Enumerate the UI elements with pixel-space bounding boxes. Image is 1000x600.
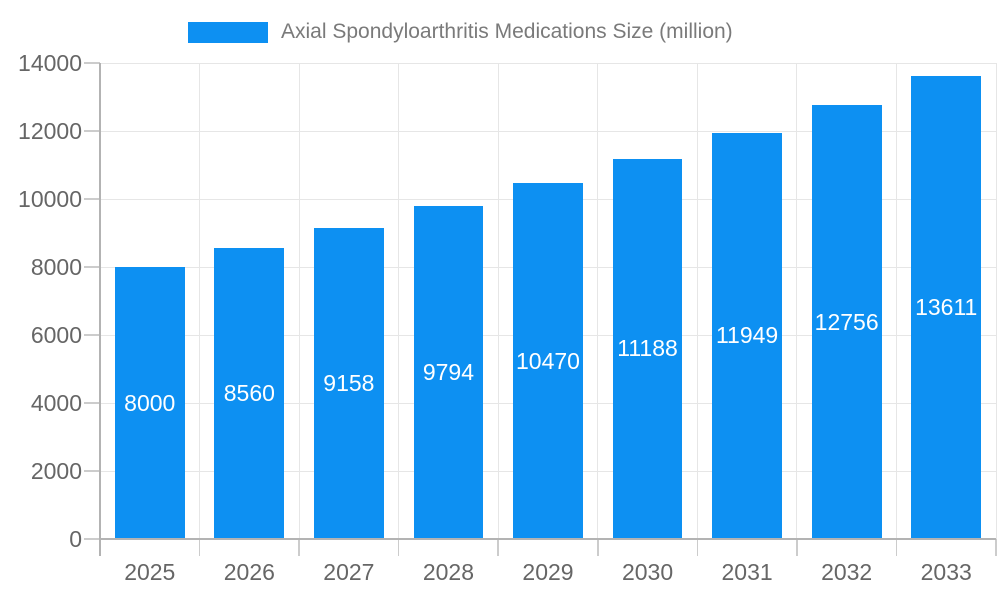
x-gridline xyxy=(199,63,201,539)
x-axis-tick-label: 2025 xyxy=(124,559,176,585)
bar[interactable]: 9158 xyxy=(314,227,384,539)
bar[interactable]: 13611 xyxy=(911,76,982,539)
y-axis-tick xyxy=(84,334,100,336)
x-axis-tick xyxy=(895,539,898,556)
x-axis-tick-label: 2027 xyxy=(323,559,375,585)
y-axis-tick-label: 10000 xyxy=(18,186,82,212)
x-axis-tick xyxy=(298,539,300,556)
y-gridline xyxy=(100,62,996,64)
x-axis-tick-label: 2030 xyxy=(621,559,674,585)
x-axis-tick xyxy=(397,539,400,556)
bar-value-label: 10470 xyxy=(516,347,580,374)
x-gridline xyxy=(895,63,897,539)
y-axis-tick xyxy=(84,470,100,472)
x-axis-tick xyxy=(995,539,997,556)
legend-swatch xyxy=(188,21,268,43)
x-axis-tick xyxy=(796,539,798,556)
bar[interactable]: 11188 xyxy=(612,158,683,539)
bar-value-label: 8560 xyxy=(223,379,275,406)
x-gridline xyxy=(597,63,599,539)
y-axis-tick xyxy=(84,538,100,540)
x-axis-tick xyxy=(198,539,201,556)
y-axis-tick xyxy=(84,402,100,404)
bar[interactable]: 12756 xyxy=(811,105,882,539)
y-axis-tick-label: 2000 xyxy=(30,458,82,484)
y-axis-tick-label: 12000 xyxy=(18,118,82,144)
x-axis-tick-label: 2028 xyxy=(422,559,475,585)
x-axis-tick-label: 2026 xyxy=(223,559,275,585)
bar-value-label: 8000 xyxy=(124,389,176,416)
x-axis-tick xyxy=(597,539,599,556)
bar[interactable]: 8560 xyxy=(214,247,285,539)
x-gridline xyxy=(696,63,698,539)
bar-value-label: 13611 xyxy=(915,294,978,321)
chart-legend-item[interactable]: Axial Spondyloarthritis Medications Size… xyxy=(188,18,733,46)
y-axis-tick xyxy=(84,130,100,132)
y-axis-line xyxy=(99,63,101,556)
bar[interactable]: 8000 xyxy=(114,267,185,539)
x-axis-tick xyxy=(497,539,499,556)
x-axis-tick-label: 2032 xyxy=(821,559,873,585)
x-gridline xyxy=(796,63,798,539)
bar-value-label: 9158 xyxy=(323,369,375,396)
bar-value-label: 12756 xyxy=(814,308,879,335)
chart-title: Axial Spondyloarthritis Medications Size… xyxy=(281,20,733,43)
y-axis-tick-label: 0 xyxy=(69,526,82,552)
x-gridline xyxy=(995,63,997,539)
x-gridline xyxy=(497,63,499,539)
y-axis-tick xyxy=(84,198,100,200)
bar-value-label: 11188 xyxy=(617,335,678,362)
bar[interactable]: 11949 xyxy=(712,132,782,539)
y-axis-tick xyxy=(84,266,100,268)
y-axis-tick xyxy=(84,62,100,64)
x-gridline xyxy=(398,63,400,539)
bar[interactable]: 10470 xyxy=(513,183,583,539)
x-axis-tick xyxy=(696,539,699,556)
y-axis-tick-label: 8000 xyxy=(30,254,82,280)
y-axis-tick-label: 14000 xyxy=(18,50,82,76)
x-axis-tick-label: 2029 xyxy=(522,559,574,585)
bar-value-label: 9794 xyxy=(422,358,475,385)
y-axis-tick-label: 6000 xyxy=(30,322,82,348)
bar[interactable]: 9794 xyxy=(413,206,484,539)
x-axis-tick-label: 2031 xyxy=(721,559,773,585)
y-axis-tick-label: 4000 xyxy=(30,390,82,416)
x-axis-tick-label: 2033 xyxy=(920,559,972,585)
x-gridline xyxy=(298,63,300,539)
y-gridline xyxy=(100,130,996,132)
bar-value-label: 11949 xyxy=(715,322,779,349)
x-axis-line xyxy=(99,538,996,540)
